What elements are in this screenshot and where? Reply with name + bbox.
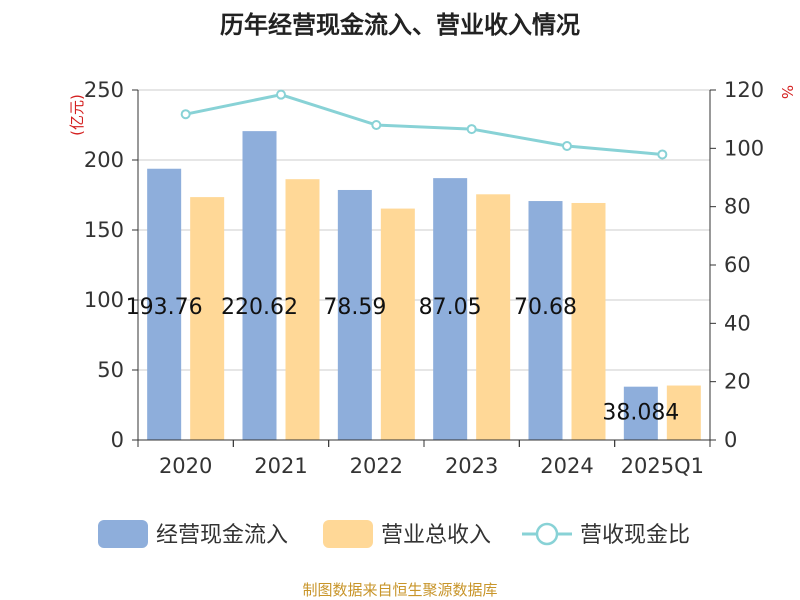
x-tick-label: 2024: [540, 454, 593, 478]
left-tick-label: 100: [84, 288, 124, 312]
source-note: 制图数据来自恒生聚源数据库: [302, 581, 497, 599]
x-tick-label: 2023: [445, 454, 498, 478]
right-tick-label: 120: [724, 78, 764, 102]
left-axis-unit: (亿元): [68, 94, 86, 136]
legend-swatch-revenue: [323, 520, 373, 548]
right-tick-label: 60: [724, 253, 751, 277]
x-tick-label: 2025Q1: [621, 454, 704, 478]
revenue-bar: [285, 179, 320, 440]
cash-inflow-bar: [433, 178, 468, 440]
revenue-bar: [380, 208, 415, 440]
revenue-bar: [571, 202, 606, 440]
ratio-line-point: [657, 149, 668, 160]
ratio-line: [180, 89, 668, 160]
left-tick-label: 250: [84, 78, 124, 102]
cash-inflow-data-label: 70.68: [514, 295, 577, 320]
left-tick-label: 50: [97, 358, 124, 382]
right-tick-label: 80: [724, 195, 751, 219]
cash-inflow-bar: [528, 201, 563, 440]
revenue-bar: [476, 194, 511, 440]
right-tick-label: 20: [724, 370, 751, 394]
legend-label-revenue: 营业总收入: [381, 523, 491, 548]
cash-inflow-data-label: 193.76: [126, 295, 203, 320]
revenue-bar: [666, 385, 701, 440]
left-tick-label: 150: [84, 218, 124, 242]
legend-label-ratio: 营收现金比: [580, 523, 690, 548]
ratio-line-point: [466, 124, 477, 135]
cash-inflow-bar: [242, 131, 277, 440]
cash-inflow-data-label: 220.62: [221, 295, 298, 320]
ratio-line-point: [276, 89, 286, 100]
ratio-line-point: [371, 120, 382, 130]
cash-inflow-data-label: 38.084: [602, 401, 679, 426]
cash-inflow-bar: [623, 386, 658, 440]
legend-swatch-cash-inflow: [98, 520, 148, 548]
left-tick-label: 0: [111, 428, 124, 452]
legend: 经营现金流入 营业总收入 营收现金比: [98, 520, 690, 548]
cash-inflow-bar: [337, 189, 372, 440]
right-tick-label: 0: [724, 428, 737, 452]
x-tick-label: 2022: [350, 454, 403, 478]
cash-inflow-data-label: 87.05: [419, 295, 482, 320]
right-axis-unit: %: [778, 85, 796, 99]
cash-inflow-data-label: 78.59: [323, 295, 386, 320]
axes: 0 50 100 150 200 250 0 20 40 60 80 100 120 2020 2021 20…: [84, 78, 764, 478]
ratio-line-point: [562, 141, 572, 151]
x-tick-label: 2020: [159, 454, 212, 478]
data-labels: 193.76 220.62 78.59 87.05 70.68 38.084: [126, 295, 680, 426]
revenue-bar: [190, 197, 225, 440]
right-tick-label: 40: [724, 311, 751, 335]
bars: [147, 131, 701, 440]
right-tick-label: 100: [724, 136, 764, 160]
legend-swatch-ratio-marker: [535, 522, 559, 546]
ratio-line-point: [180, 109, 191, 120]
x-tick-label: 2021: [254, 454, 307, 478]
cash-inflow-bar: [147, 168, 182, 440]
chart-title: 历年经营现金流入、营业收入情况: [220, 11, 580, 39]
left-tick-label: 200: [84, 148, 124, 172]
legend-label-cash-inflow: 经营现金流入: [156, 523, 288, 548]
ratio-line-path: [185, 93, 663, 156]
